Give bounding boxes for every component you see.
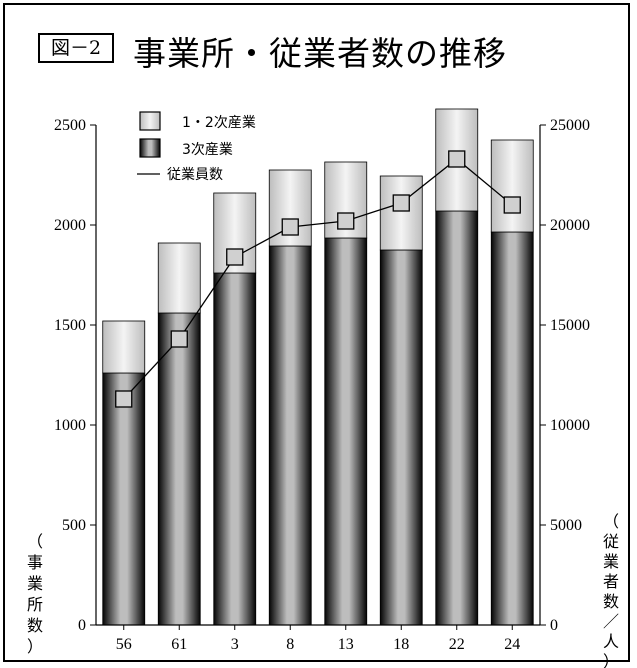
left-tick-label: 0 (78, 617, 86, 634)
figure-label: 図－2 (38, 33, 114, 63)
legend: 1・2次産業 3次産業 従業員数 (137, 111, 256, 183)
x-tick-label: 3 (231, 636, 239, 653)
left-axis-title-char: 数 (27, 616, 43, 635)
employees-point-3 (226, 248, 244, 266)
left-tick-label: 2500 (54, 117, 86, 134)
x-tick-label: 8 (286, 636, 294, 653)
right-axis-title-char: （ (603, 512, 619, 531)
right-axis-title: （従業者数／人） (603, 512, 619, 668)
employees-point-22 (448, 150, 466, 168)
chart-title: 事業所・従業者数の推移 (133, 34, 507, 73)
right-axis-title-char: 従 (603, 532, 619, 551)
bar-industry3-3 (213, 272, 257, 626)
left-tick-label: 1000 (54, 417, 86, 434)
legend-label-industry12: 1・2次産業 (182, 115, 256, 131)
left-tick-label: 2000 (54, 217, 86, 234)
legend-swatch-industry12 (139, 111, 161, 131)
bar-industry3-13 (324, 237, 368, 626)
employees-point-56 (115, 390, 133, 408)
right-tick-label: 25000 (550, 117, 590, 134)
right-tick-label: 0 (550, 617, 558, 634)
left-tick-label: 500 (62, 517, 86, 534)
left-axis-title-char: （ (27, 532, 43, 551)
left-axis-title-char: 業 (27, 574, 43, 593)
right-tick-label: 15000 (550, 317, 590, 334)
bar-industry3-24 (490, 231, 534, 626)
right-axis-title-char: 業 (603, 552, 619, 571)
right-axis-title-char: ） (603, 652, 619, 668)
employees-point-18 (392, 194, 410, 212)
right-axis-title-char: 者 (603, 572, 619, 591)
bar-industry12-56 (102, 320, 146, 374)
legend-swatch-industry3 (139, 138, 161, 158)
x-tick-label: 22 (449, 636, 465, 653)
legend-label-employees: 従業員数 (167, 167, 223, 183)
left-tick-label: 1500 (54, 317, 86, 334)
bar-industry3-8 (268, 245, 312, 626)
employees-point-24 (503, 196, 521, 214)
right-tick-label: 5000 (550, 517, 582, 534)
left-axis-title-char: 事 (27, 553, 43, 572)
right-tick-label: 10000 (550, 417, 590, 434)
left-axis-title-char: 所 (27, 595, 43, 614)
right-axis-title-char: ／ (603, 612, 619, 631)
employees-point-13 (337, 212, 355, 230)
x-tick-label: 13 (338, 636, 354, 653)
right-axis-title-char: 人 (603, 632, 619, 651)
x-tick-label: 56 (116, 636, 132, 653)
left-axis-title-char: ） (27, 637, 43, 656)
employees-point-8 (281, 218, 299, 236)
right-tick-label: 20000 (550, 217, 590, 234)
legend-label-industry3: 3次産業 (182, 142, 233, 158)
x-tick-label: 61 (171, 636, 187, 653)
bar-industry3-22 (435, 210, 479, 626)
right-axis-title-char: 数 (603, 592, 619, 611)
x-tick-label: 18 (393, 636, 409, 653)
bar-industry12-24 (490, 139, 534, 233)
bar-industry12-61 (157, 242, 201, 314)
x-tick-label: 24 (504, 636, 520, 653)
bar-industry3-18 (379, 249, 423, 626)
bar-industry3-61 (157, 312, 201, 626)
bar-industry12-18 (379, 175, 423, 251)
employees-point-61 (170, 330, 188, 348)
bar-industry3-56 (102, 372, 146, 626)
employees-line (123, 158, 513, 400)
